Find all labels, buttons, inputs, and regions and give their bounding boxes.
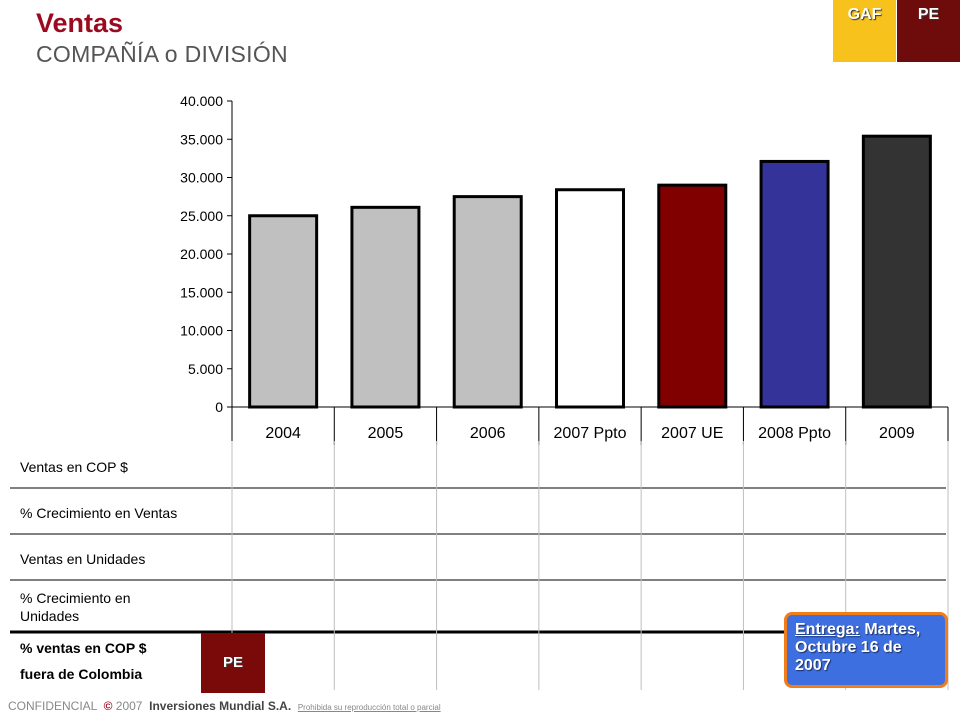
row-label-foreign-sales-line2: fuera de Colombia: [20, 666, 143, 682]
gaf-tag: GAF: [833, 0, 896, 62]
row-label-units-growth: % Crecimiento en Unidades: [20, 590, 131, 624]
callout-line3: 2007: [795, 657, 831, 674]
y-tick-label: 10.000: [180, 323, 223, 339]
x-category-label: 2006: [470, 425, 506, 442]
footer-year: 2007: [115, 699, 143, 713]
row-label-sales-units: Ventas en Unidades: [20, 551, 146, 567]
y-tick-label: 25.000: [180, 208, 223, 224]
x-category-label: 2005: [368, 425, 404, 442]
pe-cell: PE: [201, 633, 265, 693]
footer-company: Inversiones Mundial S.A.: [149, 699, 292, 713]
page-title: Ventas: [36, 8, 124, 38]
x-category-label: 2009: [879, 425, 915, 442]
y-tick-label: 20.000: [180, 246, 223, 262]
callout-line2: Octubre 16 de: [795, 639, 902, 656]
x-category-label: 2004: [265, 425, 301, 442]
y-tick-label: 40.000: [180, 93, 223, 109]
y-tick-label: 15.000: [180, 284, 223, 300]
pe-tag: PE: [897, 0, 960, 62]
row-label-foreign-sales-line1: % ventas en COP $: [20, 640, 147, 656]
row-label-sales-growth: % Crecimiento en Ventas: [20, 505, 178, 521]
x-category-label: 2007 UE: [661, 425, 723, 442]
delivery-callout: Entrega: Martes, Octubre 16 de 2007: [784, 612, 948, 688]
row-label-sales-cop: Ventas en COP $: [20, 459, 128, 475]
callout-line1: Martes,: [859, 621, 921, 638]
bar-2004: [248, 214, 319, 409]
callout-label: Entrega:: [795, 621, 860, 638]
y-tick-label: 5.000: [188, 361, 223, 377]
y-tick-label: 35.000: [180, 131, 223, 147]
page-subtitle: COMPAÑÍA o DIVISIÓN: [36, 41, 288, 67]
footer-note: Prohibida su reproducción total o parcia…: [297, 703, 441, 712]
sales-bar-chart: 0 5.000 10.000 15.000 20.000 25.000 30.000 35.0…: [10, 93, 949, 690]
y-tick-label: 30.000: [180, 170, 223, 186]
bar-2006: [452, 195, 523, 409]
x-category-label: 2007 Ppto: [554, 425, 627, 442]
bar-2009: [861, 134, 932, 409]
footer-confidential: CONFIDENCIAL: [8, 699, 97, 713]
bar-2008-ppto: [759, 159, 830, 409]
bar-2005: [350, 205, 421, 409]
footer-copyright-symbol: ©: [103, 699, 113, 713]
y-tick-label: 0: [215, 399, 223, 415]
bar-2007-ue: [657, 183, 728, 409]
bar-2007-ppto: [555, 188, 625, 409]
x-category-label: 2008 Ppto: [758, 425, 831, 442]
footer: CONFIDENCIAL © 2007 Inversiones Mundial …: [8, 699, 441, 713]
